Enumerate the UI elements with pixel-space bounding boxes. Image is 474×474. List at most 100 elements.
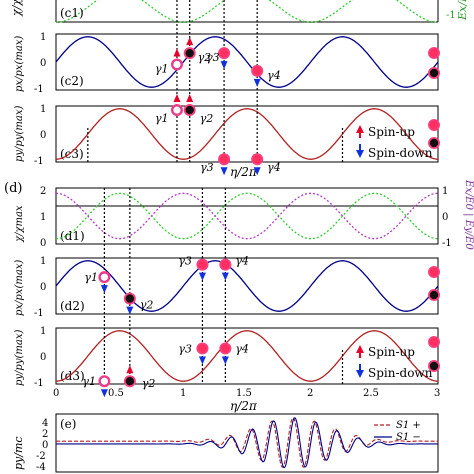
- edge-particle: [429, 68, 439, 78]
- e-ytick-4: 4: [42, 418, 48, 429]
- spin-arrow-γ1: [100, 389, 108, 398]
- gamma-label: γ4: [267, 161, 281, 174]
- spin-arrow-γ4: [253, 167, 261, 176]
- d3-ytick-m1: -1: [34, 378, 44, 389]
- c3-ytick-m1: -1: [34, 156, 44, 167]
- e-legend-minus: S1 −: [396, 432, 421, 443]
- edge-particle: [429, 138, 439, 148]
- spin-arrow-γ4: [221, 272, 229, 281]
- gamma-label: γ3: [206, 51, 220, 64]
- d2-ytick-0: 0: [40, 282, 46, 293]
- panel-c1: (c1) χ/χ -1 Ex/E0: [10, 0, 469, 23]
- marker-γ4: [221, 260, 230, 269]
- edge-particle: [429, 337, 439, 347]
- spin-arrow-γ3: [220, 167, 228, 176]
- marker-γ4: [252, 66, 262, 76]
- d-xaxis: 0 0.5 1 1.5 2 2.5 3 η/2π: [53, 388, 440, 413]
- d1-label: (d1): [60, 229, 85, 243]
- marker-γ1: [99, 376, 110, 386]
- d3-label: (d3): [60, 369, 85, 383]
- spin-arrow-γ2: [126, 306, 134, 315]
- c2-ytick-m1: -1: [34, 84, 44, 95]
- edge-particle: [429, 48, 439, 58]
- xtick-0.5: 0.5: [108, 388, 124, 399]
- d3-ytick-1: 1: [40, 326, 46, 337]
- marker-γ3: [219, 48, 229, 58]
- d1-ytick-2: 2: [40, 186, 46, 197]
- gamma-label: γ1: [84, 271, 98, 284]
- c1-label: (c1): [60, 6, 84, 20]
- d3-legend-down-arrow: [356, 370, 364, 378]
- e-ytick-m4: -4: [36, 462, 46, 473]
- spin-arrow-γ1: [173, 94, 181, 103]
- marker-γ4: [252, 155, 262, 164]
- c3-ytick-1: 1: [40, 104, 46, 115]
- gamma-label: γ2: [198, 51, 212, 64]
- gamma-label: γ3: [178, 342, 192, 355]
- d1-ey-curve: [55, 192, 439, 240]
- marker-γ3: [198, 344, 207, 353]
- edge-particle: [429, 361, 439, 371]
- c2-ytick-0: 0: [40, 58, 46, 69]
- marker-γ2: [125, 294, 135, 303]
- d1-rtick-m1: -1: [442, 238, 452, 249]
- e-red-curve: [56, 417, 438, 468]
- c2-px-curve: [55, 36, 439, 88]
- c3-ytick-0: 0: [40, 130, 46, 141]
- marker-γ3: [198, 260, 207, 269]
- xtick-2: 2: [307, 388, 313, 399]
- spin-arrow-γ1: [100, 285, 108, 294]
- d1-ylabel: χ/χmax: [14, 205, 25, 243]
- c2-label: (c2): [60, 74, 84, 88]
- gamma-label: γ3: [200, 161, 214, 174]
- marker-γ1: [172, 59, 182, 70]
- gamma-label: γ3: [178, 255, 192, 268]
- legend-up-arrow: [356, 125, 364, 133]
- spin-arrow-γ2: [186, 37, 194, 46]
- d1-ex-curve: [55, 192, 439, 240]
- spin-arrow-γ2: [126, 365, 134, 374]
- d2-px-curve: [55, 260, 439, 312]
- d-xaxis-title: η/2π: [230, 399, 258, 413]
- c1-right-label: Ex/E0: [456, 0, 469, 21]
- d3-ylabel: py/py(max): [14, 330, 25, 386]
- gamma-label: γ1: [155, 63, 169, 76]
- e-blue-curve: [56, 417, 438, 469]
- e-ytick-0: 0: [42, 440, 48, 451]
- spin-arrow-γ3: [198, 356, 206, 365]
- gamma-label: γ4: [267, 69, 281, 82]
- marker-γ1: [99, 272, 110, 282]
- c3-ylabel: py/py(max): [14, 106, 25, 162]
- spin-arrow-γ1: [173, 48, 181, 57]
- c2-ylabel: px/px(max): [14, 36, 25, 92]
- panel-d1: (d) 2 1 0 χ/χmax (d1) 1 0 -1 Ex/E0 | Ey/…: [4, 179, 474, 250]
- d3-py-curve: [56, 330, 438, 382]
- edge-particle: [429, 290, 439, 300]
- d3-ytick-0: 0: [40, 352, 46, 363]
- panel-e: 4 2 0 -2 -4 py/mc (e) S1 + S1 −: [12, 413, 439, 473]
- marker-γ2: [125, 377, 135, 386]
- panel-d3: 1 0 -1 py/py(max) (d3) Spin-up Spin-down: [14, 326, 439, 389]
- spin-arrow-γ3: [198, 272, 206, 281]
- gamma-label: γ2: [142, 377, 156, 390]
- d1-ytick-0: 0: [40, 238, 46, 249]
- d3-legend-up-arrow: [356, 345, 364, 353]
- marker-γ2: [185, 105, 194, 115]
- xtick-1.5: 1.5: [236, 388, 252, 399]
- gamma-label: γ2: [200, 112, 214, 125]
- d2-ytick-1: 1: [40, 256, 46, 267]
- gamma-label: γ4: [235, 255, 249, 268]
- xtick-1: 1: [180, 388, 186, 399]
- marker-γ1: [172, 105, 182, 115]
- d1-rtick-1: 1: [442, 186, 448, 197]
- legend-down-arrow: [356, 150, 364, 158]
- e-ytick-m2: -2: [36, 451, 46, 462]
- panel-c2: 1 0 -1 px/px(max) (c2): [14, 32, 439, 95]
- gamma-label: γ1: [82, 375, 96, 388]
- d1-right-label: Ex/E0 | Ey/E0: [463, 179, 474, 250]
- e-legend-plus: S1 +: [396, 420, 421, 431]
- panel-c3: 1 0 -1 py/py(max) (c3) Spin-up Spin-down: [14, 104, 439, 167]
- legend-spin-up: Spin-up: [368, 125, 415, 139]
- gamma-label: γ2: [140, 299, 154, 312]
